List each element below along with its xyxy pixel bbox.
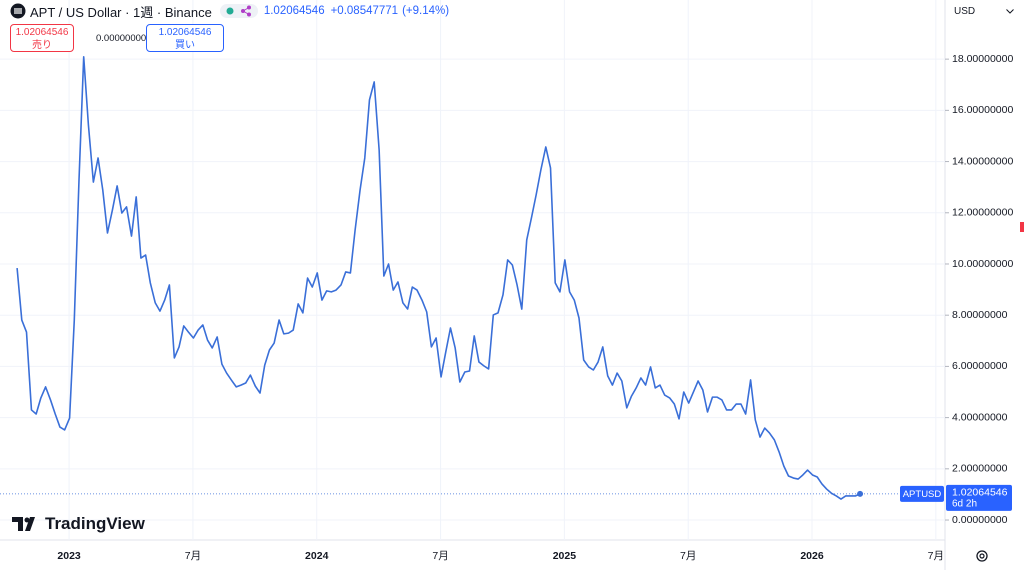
sell-label: 売り	[32, 40, 52, 51]
x-tick-label: 7月	[432, 550, 448, 562]
y-tick-label: 8.00000000	[952, 309, 1008, 321]
y-tick-label: 18.00000000	[952, 53, 1013, 65]
symbol-tag	[900, 485, 944, 502]
x-tick-label: 2025	[553, 550, 577, 562]
dropdown-arrow	[1006, 8, 1014, 14]
grid	[0, 0, 945, 540]
logo: TradingView	[12, 514, 145, 534]
gear-center	[979, 553, 985, 559]
logo-icon	[12, 517, 35, 531]
sell-button[interactable]: 1.02064546 売り	[10, 24, 74, 52]
edge-marker	[1020, 222, 1024, 232]
logo-text: TradingView	[45, 514, 145, 533]
settings-icon[interactable]	[976, 550, 988, 562]
share-icon	[240, 5, 251, 17]
symbol-icon	[10, 3, 26, 19]
plot	[0, 56, 945, 500]
price-line	[16, 56, 861, 500]
x-tick-label: 2023	[57, 550, 81, 562]
change-percent: (+9.14%)	[402, 5, 450, 17]
header: APT / US Dollar · 1週 · Binance 1.0206454…	[10, 2, 449, 20]
x-tick-label: 7月	[680, 550, 696, 562]
y-tick-label: 0.00000000	[952, 514, 1008, 526]
countdown: 6d 2h	[952, 499, 977, 510]
symbol-tag-text: APTUSD	[903, 489, 942, 500]
spread: 0.00000000	[96, 33, 147, 44]
symbol-title: APT / US Dollar · 1週 · Binance	[30, 4, 212, 20]
currency-select[interactable]: USD	[948, 2, 1020, 20]
y-tick-label: 10.00000000	[952, 258, 1013, 270]
change: +0.08547771	[330, 5, 399, 17]
y-tick-label: 12.00000000	[952, 207, 1013, 219]
x-tick-label: 7月	[928, 550, 944, 562]
x-tick-label: 2026	[800, 550, 824, 562]
y-tick-label: 4.00000000	[952, 411, 1008, 423]
sell-price: 1.02064546	[15, 27, 69, 38]
y-tick-label: 2.00000000	[952, 463, 1008, 475]
x-tick-label: 2024	[305, 550, 329, 562]
last-price: 1.02064546	[263, 5, 325, 17]
last-point	[857, 490, 864, 497]
currency: USD	[954, 5, 976, 17]
price-tag-text: 1.02064546	[952, 487, 1008, 499]
x-tick-label: 7月	[185, 550, 201, 562]
buy-button[interactable]: 1.02064546 買い	[146, 24, 224, 52]
buy-price: 1.02064546	[158, 27, 212, 38]
y-tick-label: 6.00000000	[952, 360, 1008, 372]
buy-label: 買い	[175, 40, 195, 51]
y-tick-label: 14.00000000	[952, 155, 1013, 167]
price-tag	[946, 484, 1012, 511]
gear	[976, 550, 988, 562]
market-open-dot	[226, 7, 234, 15]
y-tick-label: 16.00000000	[952, 104, 1013, 116]
status-pill[interactable]	[219, 4, 258, 18]
